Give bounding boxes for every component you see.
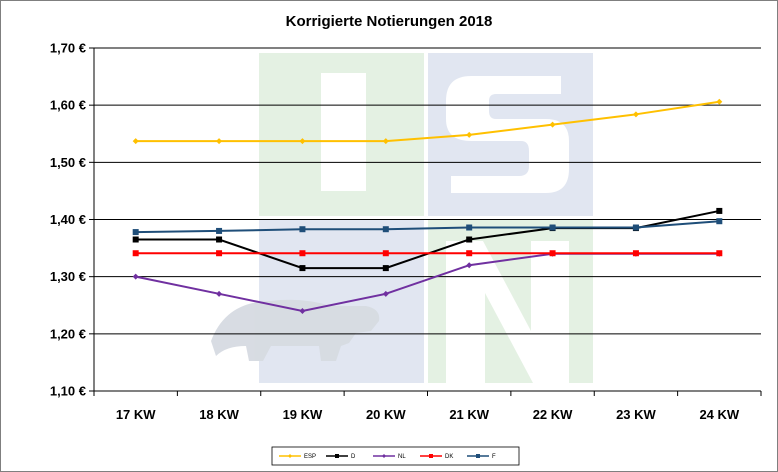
data-point-esp (549, 121, 556, 128)
legend-marker-d (335, 454, 339, 458)
data-point-esp (632, 111, 639, 118)
x-tick-label: 17 KW (116, 407, 156, 422)
series-line-esp (135, 100, 720, 143)
y-tick-label: 1,30 € (50, 269, 86, 284)
data-point-dk (132, 250, 139, 257)
data-point-dk (216, 250, 223, 257)
data-point-f (132, 229, 139, 236)
y-axis-labels: 1,10 € 1,20 € 1,30 € 1,40 € 1,50 € 1,60 € 1,70… (50, 41, 86, 399)
x-tick-label: 22 KW (533, 407, 573, 422)
data-point-dk (466, 250, 473, 257)
series-esp (132, 98, 723, 145)
y-tick-label: 1,70 € (50, 41, 86, 56)
legend-label-nl: NL (398, 454, 406, 460)
data-point-dk (382, 250, 389, 257)
data-point-nl (466, 262, 473, 269)
data-point-esp (382, 138, 389, 145)
data-point-f (549, 224, 556, 231)
data-point-nl (382, 290, 389, 297)
watermark-pig-silhouette (211, 299, 380, 361)
legend-label-esp: ESP (304, 454, 316, 460)
legend-marker-dk (429, 454, 433, 458)
data-point-d (466, 236, 473, 243)
legend-marker-esp (288, 454, 292, 458)
data-point-d (132, 236, 139, 243)
legend-label-d: D (351, 454, 356, 460)
y-tick-label: 1,10 € (50, 384, 86, 399)
axes (89, 47, 762, 396)
series-line-f (135, 220, 720, 234)
x-tick-label: 24 KW (699, 407, 739, 422)
legend-marker-f (476, 454, 480, 458)
data-point-f (716, 218, 723, 225)
series-line-nl (135, 252, 720, 312)
series-f (132, 218, 723, 236)
legend-marker-nl (382, 454, 386, 458)
data-point-dk (299, 250, 306, 257)
x-tick-label: 18 KW (199, 407, 239, 422)
data-point-f (216, 227, 223, 234)
data-point-d (299, 265, 306, 272)
x-axis-labels: 17 KW 18 KW 19 KW 20 KW 21 KW 22 KW 23 KW 24 KW (116, 407, 740, 422)
data-point-dk (716, 250, 723, 257)
data-point-f (382, 226, 389, 233)
data-point-esp (132, 138, 139, 145)
x-tick-label: 19 KW (283, 407, 323, 422)
data-point-f (632, 224, 639, 231)
x-tick-label: 20 KW (366, 407, 406, 422)
watermark-letter-i (321, 73, 366, 191)
series-d (132, 207, 723, 272)
data-point-d (216, 236, 223, 243)
series-nl (132, 250, 723, 314)
data-point-d (716, 207, 723, 214)
legend: ESP D NL DK F (271, 446, 520, 466)
x-tick-label: 23 KW (616, 407, 656, 422)
gridlines (94, 47, 761, 392)
data-point-esp (466, 131, 473, 138)
data-point-esp (216, 138, 223, 145)
chart-title: Korrigierte Notierungen 2018 (286, 13, 493, 30)
data-point-esp (299, 138, 306, 145)
legend-box (271, 446, 520, 466)
y-tick-label: 1,50 € (50, 155, 86, 170)
data-point-dk (549, 250, 556, 257)
y-tick-label: 1,20 € (50, 326, 86, 341)
data-point-f (299, 226, 306, 233)
data-point-nl (299, 307, 306, 314)
data-point-d (382, 265, 389, 272)
data-point-esp (716, 98, 723, 105)
data-point-nl (216, 290, 223, 297)
y-tick-label: 1,60 € (50, 98, 86, 113)
series-dk (132, 250, 723, 257)
x-tick-label: 21 KW (449, 407, 489, 422)
data-point-nl (132, 273, 139, 280)
legend-label-f: F (492, 454, 496, 460)
data-point-dk (632, 250, 639, 257)
legend-label-dk: DK (445, 454, 453, 460)
y-tick-label: 1,40 € (50, 212, 86, 227)
series-group (132, 98, 723, 314)
data-point-f (466, 224, 473, 231)
